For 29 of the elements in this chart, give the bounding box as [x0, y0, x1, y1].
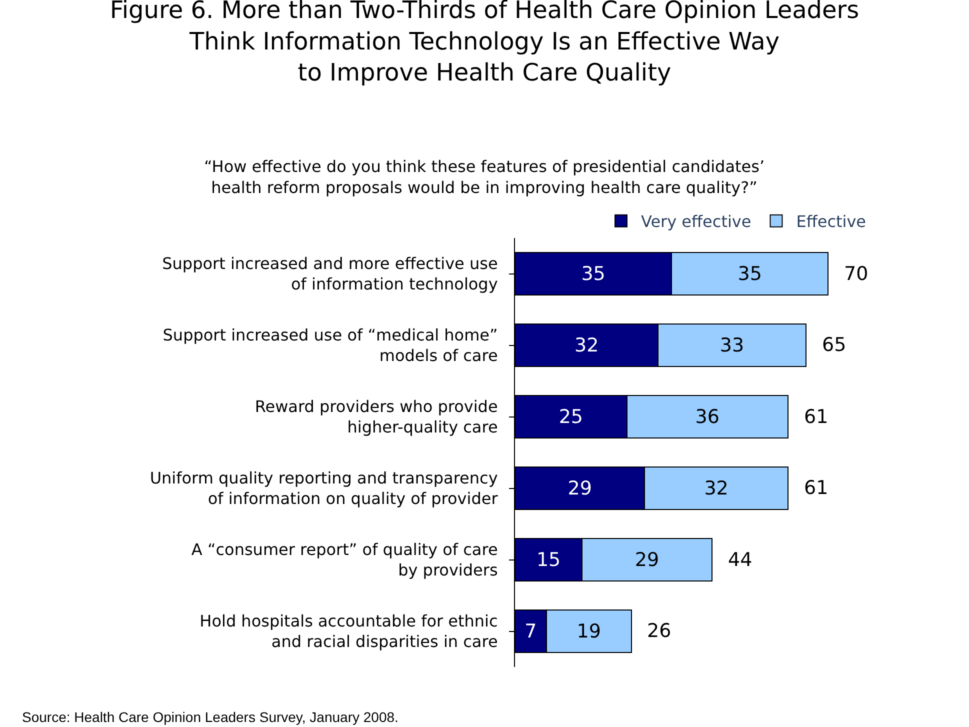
- data-label: 32: [704, 477, 728, 500]
- total-label: 70: [844, 263, 868, 285]
- y-tick-label: A “consumer report” of quality of care by providers: [191, 540, 498, 580]
- data-label: 35: [738, 262, 762, 285]
- data-label: 7: [524, 620, 537, 642]
- data-label: 36: [695, 406, 720, 428]
- source-note: Source: Health Care Opinion Leaders Survey, January 2008.: [22, 709, 398, 725]
- data-label: 15: [536, 548, 561, 571]
- data-label: 35: [581, 262, 606, 285]
- data-label: 29: [634, 548, 660, 571]
- total-label: 61: [804, 477, 828, 499]
- chart-subtitle: “How effective do you think these features of presidential candidates’ health reform proposals would be in improving health care quality?”: [204, 157, 765, 197]
- legend-label: Effective: [796, 212, 866, 232]
- total-label: 44: [728, 549, 752, 571]
- data-label: 25: [558, 406, 584, 428]
- total-label: 61: [804, 406, 828, 428]
- y-tick-label: Support increased use of “medical home” models of care: [162, 325, 498, 366]
- y-tick-label: Support increased and more effective use of information technology: [162, 254, 498, 294]
- total-label: 65: [822, 334, 846, 356]
- data-label: 19: [576, 620, 601, 642]
- data-label: 33: [720, 334, 744, 356]
- chart-title: Figure 6. More than Two-Thirds of Health Care Opinion Leaders Think Information Technology Is an Effective Way to Improve Health Care Quality: [110, 0, 860, 87]
- data-label: 29: [568, 477, 592, 500]
- y-tick-label: Uniform quality reporting and transparency of information on quality of provider: [150, 468, 498, 508]
- legend-label: Very effective: [641, 212, 752, 232]
- y-tick-label: Reward providers who provide higher-quality care: [254, 396, 498, 437]
- total-label: 26: [647, 620, 672, 642]
- y-tick-label: Hold hospitals accountable for ethnic and racial disparities in care: [200, 611, 498, 652]
- data-label: 32: [574, 334, 599, 356]
